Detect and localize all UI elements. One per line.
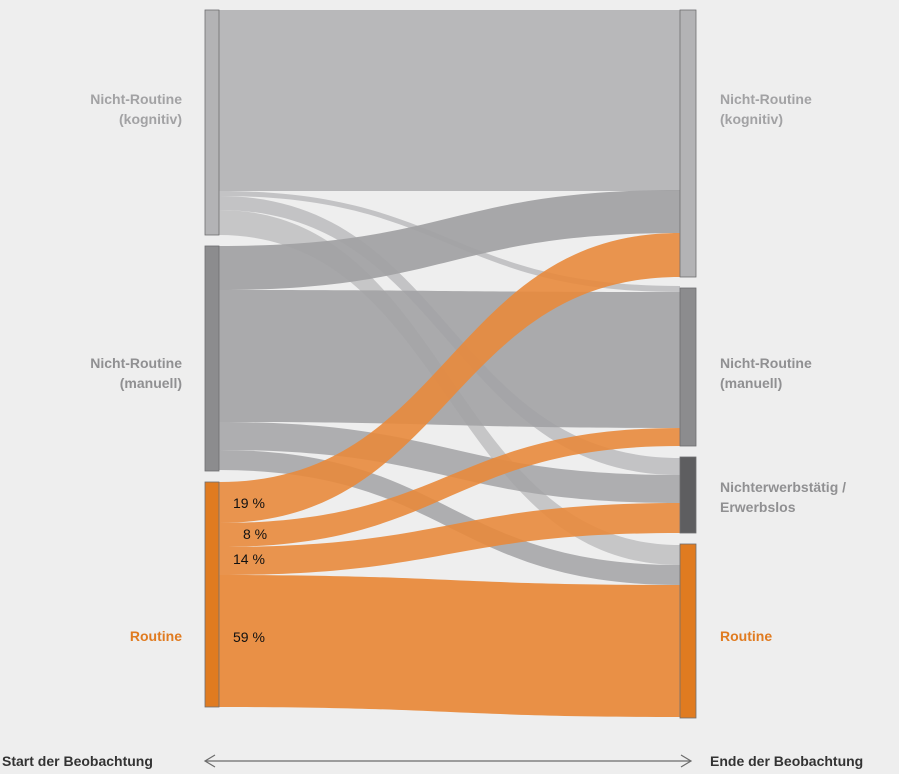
- left-label-manual-line2: (manuell): [119, 375, 182, 391]
- right-label-cognitive-line2: (kognitiv): [720, 111, 783, 127]
- right-node-unemployed: [679, 456, 697, 534]
- axis-end-label: Ende der Beobachtung: [710, 753, 864, 769]
- left-node-manual: [204, 245, 220, 472]
- flow-label-routine-to-manual: 8 %: [243, 526, 268, 542]
- right-label-cognitive-line1: Nicht-Routine: [720, 91, 812, 107]
- flow-routine-to-unemployed: [219, 503, 680, 575]
- right-node-routine: [679, 543, 697, 719]
- right-label-unemployed-line1: Nichterwerbstätig /: [720, 479, 847, 495]
- left-label-manual-line1: Nicht-Routine: [90, 355, 182, 371]
- flow-label-routine-to-unemployed: 14 %: [233, 551, 265, 567]
- right-label-routine: Routine: [720, 626, 772, 646]
- flow-routine-to-manual: [219, 428, 680, 547]
- axis-right-arrowhead: [680, 754, 693, 768]
- left-node-cognitive: [204, 9, 220, 236]
- flow-layer: [219, 10, 680, 717]
- flow-routine-to-cognitive: [219, 233, 680, 523]
- left-label-cognitive: Nicht-Routine (kognitiv): [90, 89, 182, 129]
- right-label-cognitive: Nicht-Routine (kognitiv): [720, 89, 812, 129]
- flow-cognitive-to-cognitive: [219, 10, 680, 191]
- axis-left-arrowhead: [203, 754, 216, 768]
- right-label-manual-line1: Nicht-Routine: [720, 355, 812, 371]
- timeline-axis: [203, 754, 693, 768]
- right-label-unemployed: Nichterwerbstätig / Erwerbslos: [720, 477, 846, 517]
- left-label-routine-line1: Routine: [129, 628, 182, 644]
- left-label-cognitive-line1: Nicht-Routine: [90, 91, 182, 107]
- left-label-manual: Nicht-Routine (manuell): [90, 353, 182, 393]
- right-node-manual: [679, 287, 697, 447]
- axis-start-label: Start der Beobachtung: [2, 753, 153, 769]
- node-layer: [204, 9, 697, 719]
- right-label-manual-line2: (manuell): [720, 375, 783, 391]
- left-node-routine: [204, 481, 220, 708]
- right-label-unemployed-line2: Erwerbslos: [720, 499, 796, 515]
- right-label-routine-line1: Routine: [720, 628, 773, 644]
- right-label-manual: Nicht-Routine (manuell): [720, 353, 812, 393]
- flow-manual-to-routine: [219, 450, 680, 585]
- left-label-cognitive-line2: (kognitiv): [119, 111, 182, 127]
- flow-routine-to-routine: [219, 575, 680, 717]
- flow-label-routine-to-cognitive: 19 %: [233, 495, 265, 511]
- right-node-cognitive: [679, 9, 697, 278]
- flow-label-routine-to-routine: 59 %: [233, 629, 265, 645]
- left-label-routine: Routine: [130, 626, 182, 646]
- flow-manual-to-unemployed: [219, 422, 680, 503]
- flow-manual-to-cognitive: [219, 190, 680, 290]
